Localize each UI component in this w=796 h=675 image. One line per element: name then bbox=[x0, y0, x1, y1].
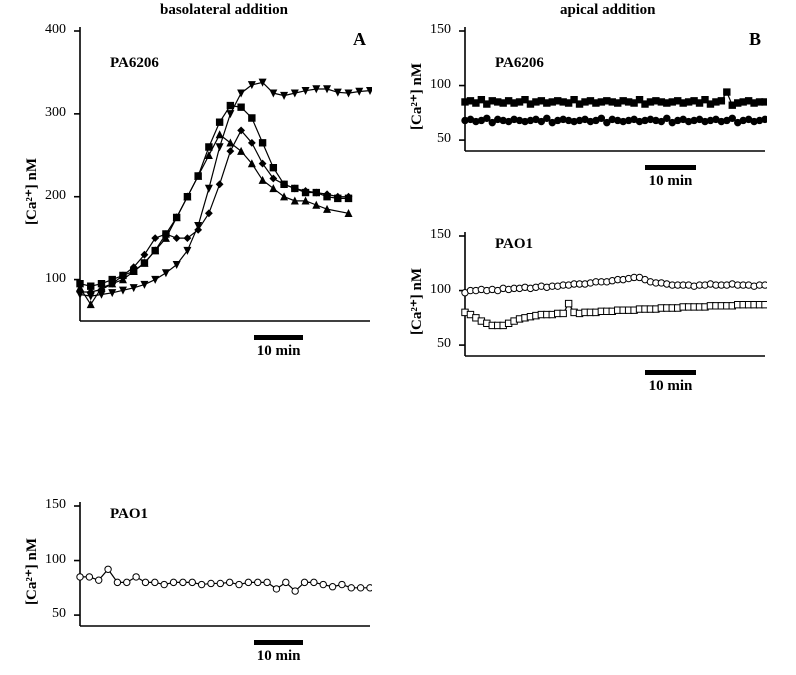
y-tick-label: 150 bbox=[430, 227, 451, 243]
y-axis-label: [Ca²⁺] nM bbox=[22, 158, 41, 225]
panel-a-pao1: [Ca²⁺] nM 50100150PAO1 10 min bbox=[70, 500, 372, 637]
plot-area: B PA6206 bbox=[455, 25, 767, 157]
strain-label: PAO1 bbox=[495, 236, 533, 252]
scalebar-label: 10 min bbox=[645, 378, 696, 395]
plot-area: A PA6206 bbox=[70, 25, 372, 327]
scalebar-label: 10 min bbox=[254, 648, 303, 665]
strain-label: PAO1 bbox=[110, 506, 148, 522]
plot-area: PAO1 bbox=[70, 500, 372, 632]
y-tick-label: 150 bbox=[430, 22, 451, 38]
scalebar-label: 10 min bbox=[254, 343, 303, 360]
y-tick-label: 50 bbox=[52, 606, 66, 622]
plot-area: PAO1 bbox=[455, 230, 767, 362]
panel-b-pa6206: [Ca²⁺] nM 50100150BPA6206 10 min bbox=[455, 25, 767, 162]
y-axis-label: [Ca²⁺] nM bbox=[22, 538, 41, 605]
y-tick-label: 50 bbox=[437, 336, 451, 352]
scalebar bbox=[254, 335, 303, 340]
panel-corner-label: A bbox=[353, 29, 366, 49]
column-header-left: basolateral addition bbox=[160, 2, 288, 19]
scalebar bbox=[645, 370, 696, 375]
panel-a-pa6206: [Ca²⁺] nM 100200300400APA6206 10 min bbox=[70, 25, 372, 332]
y-axis-label: [Ca²⁺] nM bbox=[407, 268, 426, 335]
scalebar bbox=[645, 165, 696, 170]
y-tick-label: 100 bbox=[430, 77, 451, 93]
scalebar bbox=[254, 640, 303, 645]
y-tick-label: 150 bbox=[45, 497, 66, 513]
scalebar-label: 10 min bbox=[645, 173, 696, 190]
figure-root: { "headers": { "left": "basolateral addi… bbox=[0, 0, 796, 675]
y-tick-label: 100 bbox=[45, 271, 66, 287]
panel-corner-label: B bbox=[749, 29, 761, 49]
y-tick-label: 200 bbox=[45, 188, 66, 204]
y-tick-label: 100 bbox=[45, 552, 66, 568]
column-header-right: apical addition bbox=[560, 2, 655, 19]
y-axis-label: [Ca²⁺] nM bbox=[407, 63, 426, 130]
y-tick-label: 300 bbox=[45, 105, 66, 121]
y-tick-label: 50 bbox=[437, 131, 451, 147]
strain-label: PA6206 bbox=[110, 55, 159, 71]
panel-b-pao1: [Ca²⁺] nM 50100150PAO1 10 min bbox=[455, 230, 767, 367]
y-tick-label: 100 bbox=[430, 282, 451, 298]
y-tick-label: 400 bbox=[45, 22, 66, 38]
strain-label: PA6206 bbox=[495, 55, 544, 71]
